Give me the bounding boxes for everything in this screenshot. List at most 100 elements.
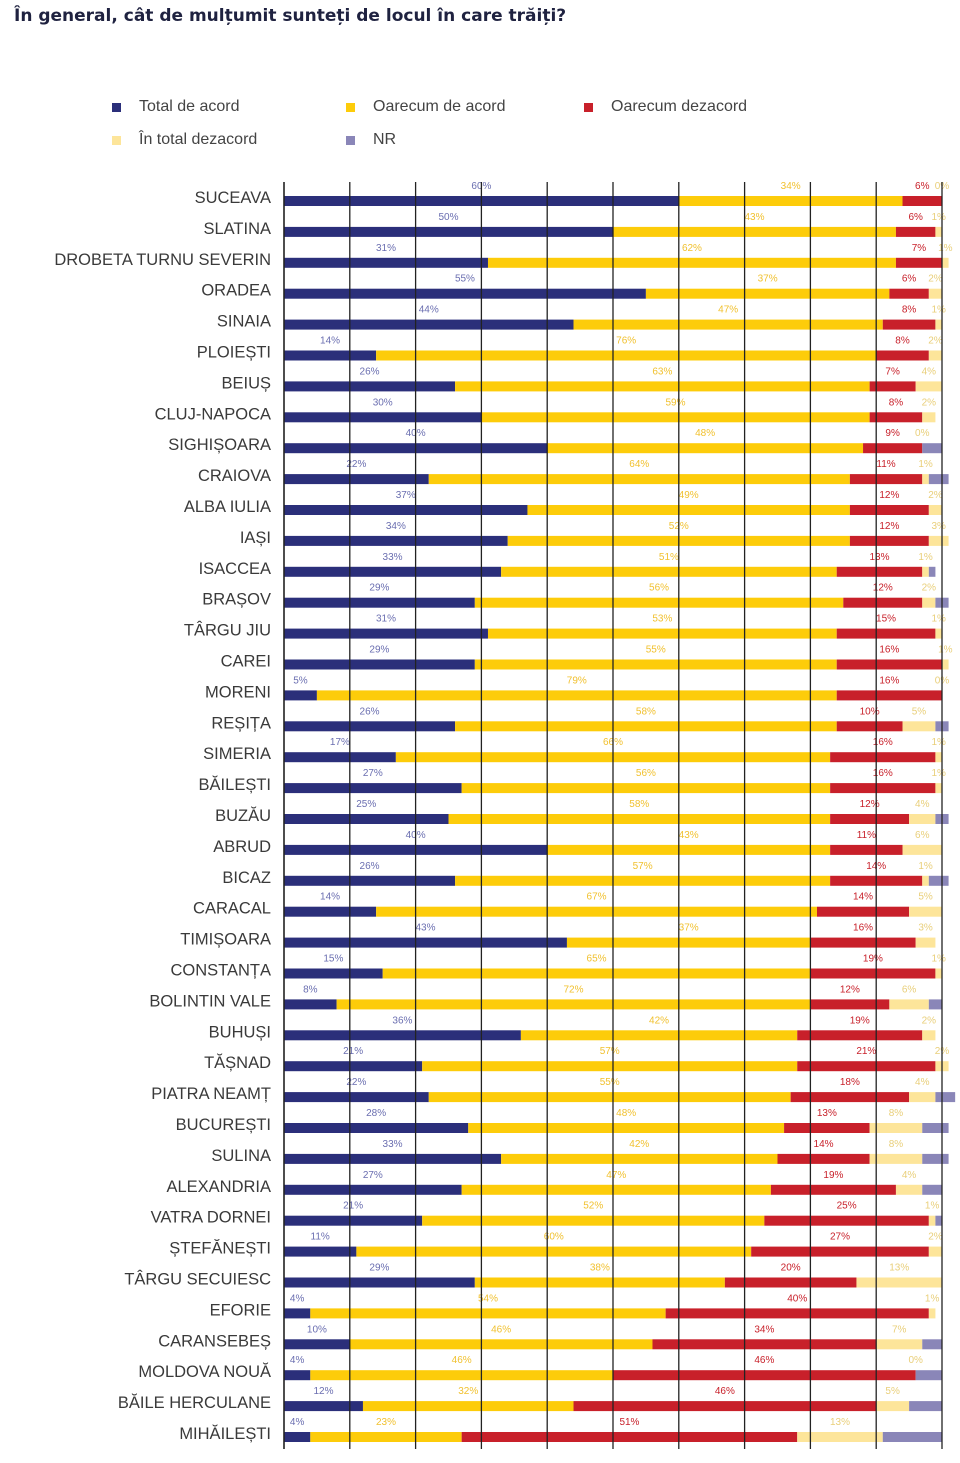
- bar-segment-oarecum-de-acord: [573, 319, 883, 330]
- bar-segment-total-de-acord: [284, 628, 488, 639]
- data-label-total-de-acord: 43%: [415, 923, 435, 934]
- data-label-in-total-dezacord: 4%: [902, 1170, 917, 1181]
- bar-segment-oarecum-de-acord: [349, 1339, 653, 1350]
- data-label-oarecum-dezacord: 51%: [619, 1417, 639, 1428]
- bar-segment-in-total-dezacord: [928, 350, 942, 361]
- category-label: TĂȘNAD: [204, 1053, 271, 1072]
- data-label-in-total-dezacord: 1%: [925, 1201, 940, 1212]
- data-label-in-total-dezacord: 13%: [889, 1263, 909, 1274]
- data-label-oarecum-de-acord: 59%: [666, 397, 686, 408]
- bar-segment-oarecum-de-acord: [527, 505, 850, 515]
- data-label-oarecum-de-acord: 60%: [544, 1232, 564, 1243]
- bar-segment-oarecum-dezacord: [613, 1370, 916, 1381]
- legend-swatch-total-de-acord: [112, 102, 121, 112]
- data-label-oarecum-de-acord: 62%: [682, 243, 702, 254]
- category-label: CARANSEBEȘ: [158, 1332, 271, 1350]
- data-label-oarecum-dezacord: 12%: [879, 521, 899, 532]
- data-label-oarecum-dezacord: 46%: [715, 1386, 735, 1397]
- data-label-oarecum-dezacord: 25%: [837, 1201, 857, 1212]
- bar-segment-oarecum-de-acord: [316, 690, 837, 701]
- data-label-in-total-dezacord: 4%: [922, 366, 937, 377]
- data-label-total-de-acord: 31%: [376, 243, 396, 254]
- bar-segment-oarecum-dezacord: [836, 690, 942, 701]
- bar-segment-oarecum-de-acord: [382, 968, 811, 979]
- bar-segment-oarecum-dezacord: [816, 906, 910, 917]
- data-label-total-de-acord: 11%: [311, 1232, 330, 1243]
- bar-segment-total-de-acord: [284, 1401, 363, 1412]
- data-label-in-total-dezacord: 0%: [915, 428, 930, 439]
- bar-segment-total-de-acord: [284, 1308, 311, 1319]
- bar-segment-in-total-dezacord: [935, 226, 942, 237]
- data-label-total-de-acord: 22%: [346, 1077, 366, 1088]
- bar-segment-nr: [922, 1123, 949, 1133]
- data-label-total-de-acord: 29%: [369, 1263, 389, 1274]
- data-label-in-total-dezacord: 3%: [918, 923, 933, 934]
- data-label-total-de-acord: 29%: [369, 645, 389, 656]
- bar-segment-oarecum-dezacord: [876, 350, 929, 361]
- bar-segment-total-de-acord: [284, 1184, 462, 1195]
- bar-segment-in-total-dezacord: [902, 844, 942, 855]
- bar-segment-oarecum-dezacord: [797, 1061, 936, 1072]
- data-label-oarecum-dezacord: 16%: [853, 923, 873, 934]
- bar-segment-oarecum-dezacord: [836, 628, 936, 639]
- bar-segment-in-total-dezacord: [869, 1123, 923, 1133]
- data-label-total-de-acord: 55%: [455, 274, 475, 285]
- data-label-total-de-acord: 4%: [290, 1417, 305, 1428]
- bar-segment-oarecum-dezacord: [869, 381, 916, 392]
- data-label-in-total-dezacord: 1%: [931, 614, 946, 625]
- data-label-oarecum-dezacord: 20%: [781, 1263, 801, 1274]
- data-label-oarecum-de-acord: 47%: [718, 305, 738, 316]
- bar-segment-oarecum-de-acord: [678, 196, 903, 206]
- data-label-oarecum-de-acord: 72%: [564, 984, 584, 995]
- data-label-oarecum-dezacord: 19%: [850, 1015, 870, 1026]
- data-label-total-de-acord: 26%: [360, 861, 380, 872]
- data-label-total-de-acord: 5%: [293, 675, 308, 686]
- category-label: BUZĂU: [215, 806, 271, 825]
- bar-segment-oarecum-dezacord: [889, 288, 929, 299]
- category-label: ABRUD: [213, 838, 271, 856]
- data-label-total-de-acord: 31%: [376, 614, 396, 625]
- bar-segment-oarecum-de-acord: [487, 257, 896, 268]
- bar-segment-total-de-acord: [284, 505, 528, 515]
- bar-segment-oarecum-dezacord: [843, 597, 923, 608]
- data-label-oarecum-dezacord: 16%: [879, 675, 899, 686]
- bar-segment-oarecum-dezacord: [724, 1277, 857, 1288]
- data-label-in-total-dezacord: 1%: [938, 645, 953, 656]
- bar-segment-oarecum-de-acord: [455, 721, 837, 732]
- category-label: SLATINA: [203, 220, 271, 238]
- bar-segment-oarecum-dezacord: [902, 196, 942, 206]
- bar-segment-oarecum-dezacord: [882, 319, 936, 330]
- data-label-oarecum-de-acord: 79%: [567, 675, 587, 686]
- bar-segment-oarecum-de-acord: [613, 226, 896, 237]
- bar-segment-oarecum-dezacord: [784, 1123, 870, 1133]
- category-label: SIGHIȘOARA: [168, 436, 271, 454]
- data-label-total-de-acord: 14%: [320, 336, 340, 347]
- data-label-in-total-dezacord: 1%: [918, 861, 933, 872]
- bar-segment-oarecum-de-acord: [487, 628, 837, 639]
- data-label-oarecum-dezacord: 27%: [830, 1232, 850, 1243]
- data-label-oarecum-de-acord: 55%: [646, 645, 666, 656]
- bar-segment-oarecum-dezacord: [777, 1153, 870, 1164]
- bar-segment-oarecum-dezacord: [863, 443, 923, 454]
- data-label-in-total-dezacord: 5%: [912, 706, 927, 717]
- data-label-oarecum-de-acord: 48%: [616, 1108, 636, 1119]
- data-label-total-de-acord: 37%: [396, 490, 416, 501]
- category-label: TIMIȘOARA: [180, 931, 271, 949]
- category-label: CARACAL: [193, 900, 271, 918]
- data-label-oarecum-dezacord: 34%: [754, 1324, 774, 1335]
- data-label-total-de-acord: 44%: [419, 305, 439, 316]
- data-label-oarecum-de-acord: 38%: [590, 1263, 610, 1274]
- bar-segment-total-de-acord: [284, 597, 475, 608]
- bar-segment-oarecum-dezacord: [849, 535, 929, 546]
- data-label-oarecum-dezacord: 14%: [853, 892, 873, 903]
- bar-segment-in-total-dezacord: [942, 257, 949, 268]
- bar-segment-oarecum-dezacord: [770, 1184, 896, 1195]
- data-label-oarecum-dezacord: 12%: [879, 490, 899, 501]
- data-label-total-de-acord: 34%: [386, 521, 406, 532]
- bar-segment-in-total-dezacord: [869, 1153, 923, 1164]
- category-label: BĂILEȘTI: [199, 775, 271, 794]
- data-label-total-de-acord: 17%: [330, 737, 350, 748]
- bar-segment-nr: [928, 875, 949, 886]
- page-title: În general, cât de mulțumit sunteți de l…: [14, 6, 567, 26]
- legend-swatch-in-total-dezacord: [112, 135, 121, 145]
